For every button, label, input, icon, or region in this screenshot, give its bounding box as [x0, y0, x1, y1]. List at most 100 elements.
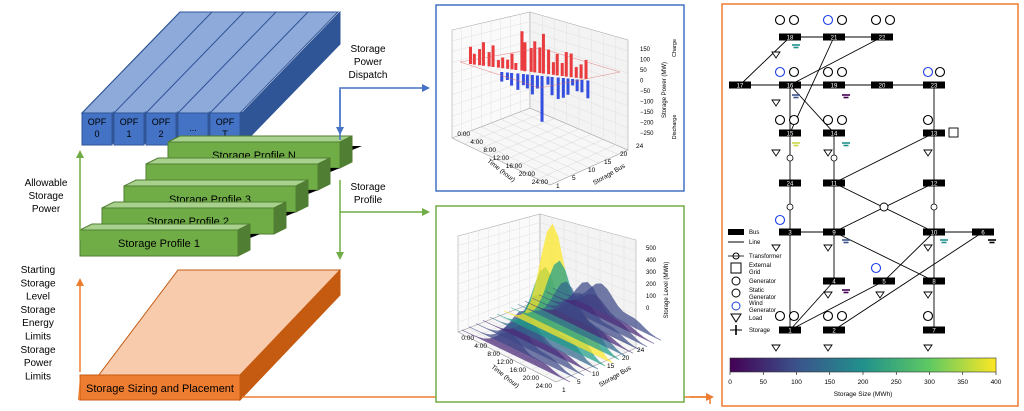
legend-label: Storage [749, 328, 771, 334]
level-z-tick: 500 [646, 246, 657, 252]
level-time-tick: 8:00 [487, 351, 500, 358]
network-bus [823, 179, 845, 187]
network-bus-label: 11 [831, 182, 838, 188]
dispatch-discharge-bar [580, 80, 584, 93]
network-bus-label: 14 [831, 132, 838, 138]
generator-icon [870, 14, 882, 26]
network-line [789, 36, 883, 86]
dispatch-charge-bar [538, 47, 542, 73]
dispatch-time-tick: 0:00 [457, 131, 470, 138]
load-icon [771, 149, 781, 157]
generator-icon [836, 14, 848, 26]
dispatch-charge-label: Charge [672, 39, 678, 57]
network-bus [823, 81, 845, 89]
dispatch-discharge-bar [550, 77, 554, 96]
dispatch-charge-bar [564, 52, 568, 77]
dispatch-time-tick: 20:00 [519, 171, 536, 178]
opf-block-label: 2 [158, 129, 163, 139]
limits-label-line: Limits [25, 371, 51, 382]
opf-stripe [81, 11, 181, 114]
network-line [789, 280, 835, 331]
dispatch-time-tick: 8:00 [483, 147, 496, 154]
dispatch-charge-bar [468, 46, 472, 64]
legend-label: Generator [749, 279, 776, 285]
dispatch-charge-bar [569, 53, 573, 78]
level-time-tick: 24:00 [536, 383, 553, 390]
dispatch-label: Storage Power Dispatch [349, 44, 388, 81]
dispatch-z-tick: −100 [640, 100, 654, 106]
generator-icon [822, 114, 834, 126]
limits-label-line: Storage [20, 345, 55, 356]
dispatch-discharge-bar [525, 74, 529, 89]
colorbar [729, 357, 997, 373]
load-icon [923, 291, 933, 299]
dispatch-discharge-bar [546, 76, 550, 85]
profile-label: Storage Profile [350, 182, 385, 206]
dispatch-time-tick: 16:00 [506, 163, 523, 170]
generator-icon [774, 14, 786, 26]
dispatch-charge-bar [555, 53, 559, 76]
network-line [739, 36, 791, 86]
transformer-icon [786, 203, 794, 211]
base-side-face [239, 268, 341, 402]
network-bus [779, 33, 801, 41]
opf-blocks: OPF 0 OPF 1 OPF 2... OPF T [80, 10, 341, 147]
load-icon [823, 291, 833, 299]
level-z-label: Storage Level (MWh) [664, 262, 670, 319]
generator-icon [922, 66, 934, 78]
load-icon [771, 344, 781, 352]
dispatch-arrow-to-plot [339, 84, 430, 140]
dispatch-charge-bar [481, 42, 485, 66]
dispatch-z-tick: −250 [640, 131, 654, 137]
network-bus-label: 4 [832, 280, 836, 286]
generator-icon [788, 310, 800, 322]
load-icon [823, 244, 833, 252]
storage-profile-label: ... [227, 172, 236, 184]
opf-stripe [209, 11, 309, 114]
opf-stripe [177, 11, 277, 114]
legend-static-generator-icon [731, 288, 741, 298]
storage-profile-top [145, 157, 331, 165]
network-bus-label: 15 [787, 132, 794, 138]
network-line [833, 132, 935, 184]
dispatch-discharge-bar [575, 79, 579, 92]
generator-icon [788, 114, 800, 126]
network-bus [823, 33, 845, 41]
network-bus [779, 129, 801, 137]
opf-stripe [145, 11, 245, 114]
generator-icon [884, 14, 896, 26]
dispatch-charge-bar [514, 62, 518, 70]
opf-block-label: OPF [120, 117, 139, 127]
dispatch-z-tick: −200 [640, 121, 654, 127]
storage-profile-slab [79, 229, 239, 257]
legend-generator-icon [731, 276, 741, 286]
colorbar-tick-label: 250 [891, 379, 902, 386]
dispatch-charge-bar [529, 48, 533, 72]
network-bus [779, 326, 801, 334]
level-z-tick: 300 [646, 270, 657, 276]
network-bus [871, 81, 893, 89]
colorbar-tick-label: 50 [760, 379, 768, 386]
dispatch-charge-bar [584, 59, 588, 79]
generator-icon [774, 66, 786, 78]
network-bus [779, 228, 801, 236]
network-bus-label: 6 [981, 231, 985, 237]
dispatch-charge-bar [579, 64, 583, 79]
dispatch-z-tick: 150 [640, 47, 651, 53]
network-bus [823, 228, 845, 236]
generator-icon [922, 114, 934, 126]
dispatch-charge-bar [547, 49, 551, 75]
network-bus [779, 81, 801, 89]
network-bus-label: 19 [831, 84, 838, 90]
dispatch-discharge-bar [561, 78, 565, 98]
dispatch-charge-bar [496, 60, 500, 68]
dispatch-discharge-bar [521, 74, 525, 86]
transformer-icon [830, 154, 838, 162]
colorbar-tick-label: 400 [991, 379, 1002, 386]
level-bus-tick: 5 [577, 379, 581, 386]
legend-external-grid-icon [730, 262, 742, 274]
network-line [789, 280, 885, 331]
opf-block-label: OPF [152, 117, 171, 127]
